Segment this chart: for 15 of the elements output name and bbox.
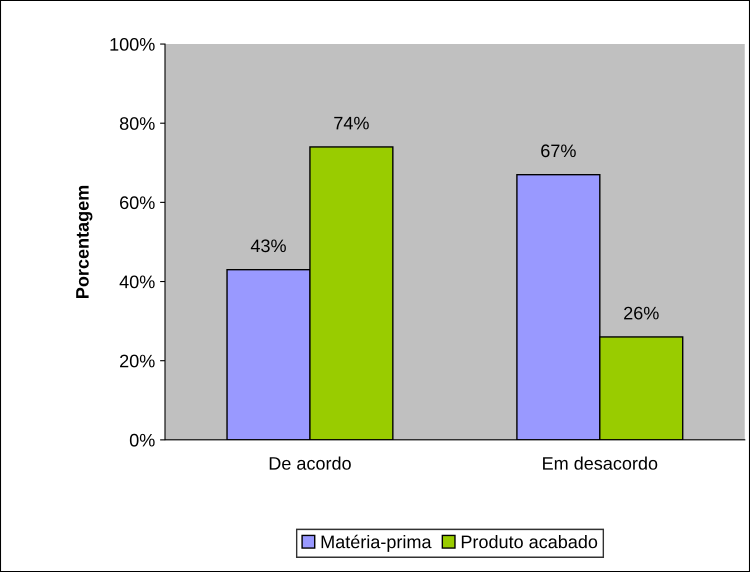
data-label: 74% <box>334 116 369 130</box>
data-label: 43% <box>250 239 286 252</box>
y-tick-label: 40% <box>120 275 155 288</box>
legend-label: Matéria-prima <box>322 534 432 552</box>
x-tick-label: De acordo <box>270 456 351 470</box>
y-tick-label: 20% <box>120 354 155 368</box>
data-label: 26% <box>624 306 659 320</box>
x-tick-label: Em desacordo <box>543 456 658 470</box>
y-tick-label: 80% <box>120 117 155 130</box>
y-tick-label: 100% <box>110 38 155 51</box>
legend-label: Produto acabado <box>462 535 598 548</box>
y-tick-label: 60% <box>120 196 155 210</box>
data-label: 67% <box>541 144 576 158</box>
y-axis-title: Porcentagem <box>76 186 92 298</box>
y-tick-label: 0% <box>130 434 155 447</box>
